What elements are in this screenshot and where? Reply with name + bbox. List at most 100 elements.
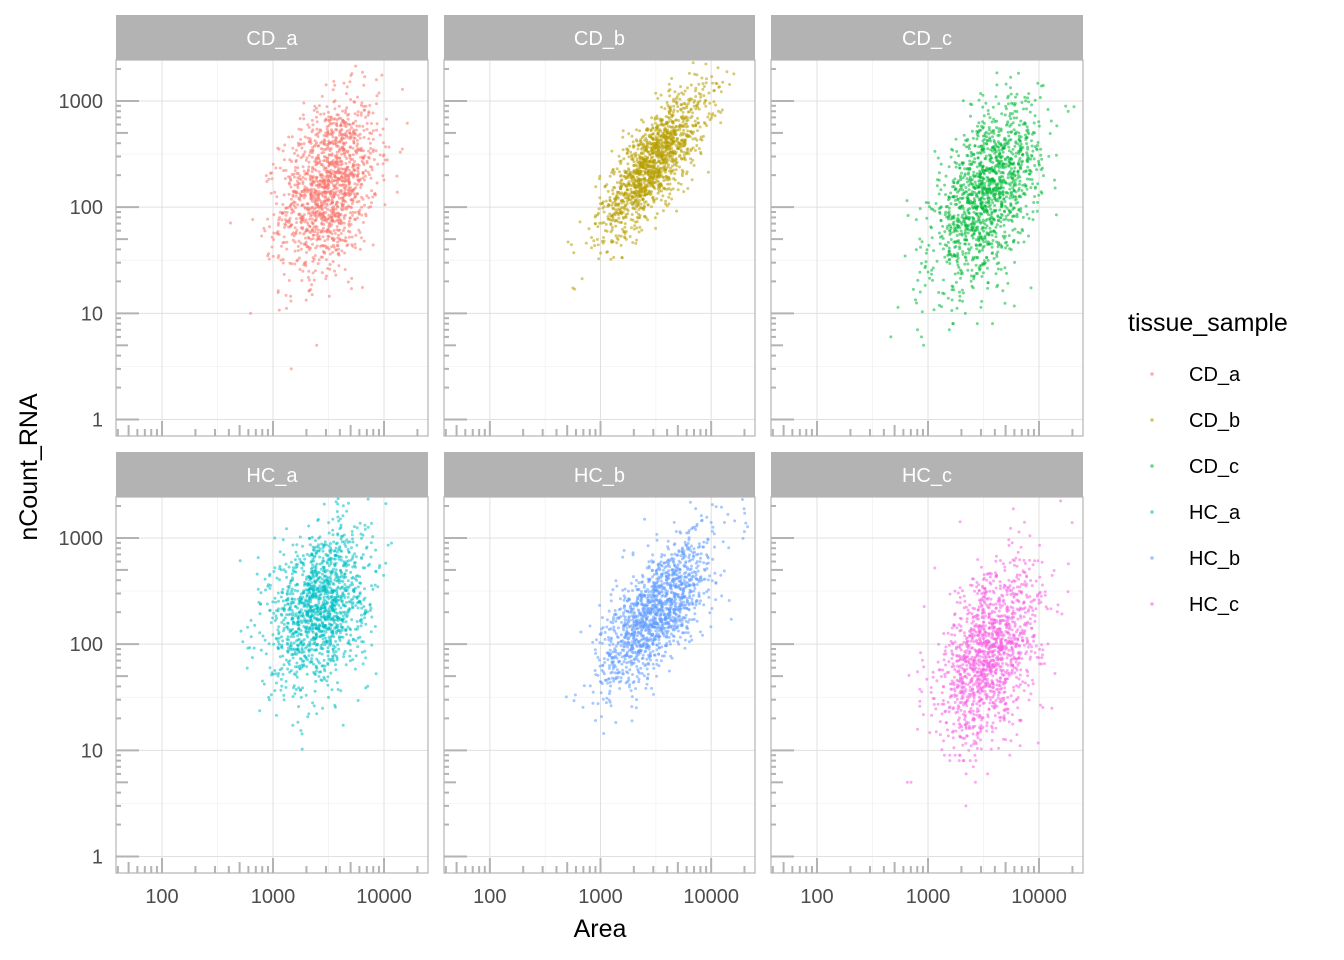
data-point bbox=[327, 141, 331, 145]
data-point bbox=[953, 188, 957, 192]
data-point bbox=[1015, 116, 1019, 120]
data-point bbox=[569, 243, 573, 247]
data-point bbox=[276, 291, 280, 295]
data-point bbox=[369, 555, 373, 559]
data-point bbox=[1033, 98, 1037, 102]
data-point bbox=[1003, 241, 1007, 245]
data-point bbox=[336, 205, 340, 208]
data-point bbox=[327, 695, 330, 699]
data-point bbox=[277, 625, 281, 629]
data-point bbox=[997, 102, 1001, 106]
data-point bbox=[704, 98, 708, 102]
data-point bbox=[320, 191, 324, 195]
data-point bbox=[296, 258, 300, 262]
data-point bbox=[674, 144, 678, 148]
data-point bbox=[668, 143, 672, 147]
data-point bbox=[295, 221, 299, 224]
data-point bbox=[637, 189, 640, 193]
data-point bbox=[316, 231, 320, 235]
data-point bbox=[339, 159, 343, 163]
data-point bbox=[283, 177, 287, 181]
data-point bbox=[343, 191, 347, 194]
data-point bbox=[960, 222, 964, 226]
data-point bbox=[693, 72, 697, 76]
data-point bbox=[310, 155, 314, 159]
data-point bbox=[342, 179, 346, 183]
data-point bbox=[655, 126, 659, 129]
data-point bbox=[349, 189, 353, 193]
data-point bbox=[335, 200, 339, 204]
data-point bbox=[286, 635, 290, 639]
data-point bbox=[662, 186, 665, 190]
data-point bbox=[626, 176, 630, 179]
data-point bbox=[699, 152, 703, 156]
data-point bbox=[348, 153, 351, 157]
data-point bbox=[686, 129, 690, 133]
data-point bbox=[625, 152, 629, 155]
data-point bbox=[685, 106, 689, 110]
data-point bbox=[366, 170, 370, 174]
data-point bbox=[313, 104, 317, 108]
data-point bbox=[978, 243, 982, 247]
data-point bbox=[952, 288, 956, 292]
data-point bbox=[331, 260, 335, 264]
data-point bbox=[969, 150, 973, 154]
data-point bbox=[691, 61, 695, 65]
data-point bbox=[949, 202, 953, 206]
data-point bbox=[992, 257, 996, 260]
data-point bbox=[608, 196, 612, 199]
data-point bbox=[273, 190, 277, 194]
data-point bbox=[617, 220, 620, 224]
data-point bbox=[282, 158, 286, 162]
data-point bbox=[315, 233, 319, 237]
data-point bbox=[626, 182, 630, 186]
data-point bbox=[696, 129, 699, 133]
data-point bbox=[283, 210, 287, 214]
data-point bbox=[940, 305, 943, 309]
data-point bbox=[676, 188, 680, 192]
data-point bbox=[918, 237, 922, 241]
data-point bbox=[1033, 186, 1037, 190]
data-point bbox=[971, 286, 975, 290]
data-point bbox=[1005, 271, 1008, 275]
data-point bbox=[637, 230, 641, 234]
data-point bbox=[991, 105, 995, 109]
data-point bbox=[716, 109, 720, 113]
data-point bbox=[619, 173, 623, 177]
data-point bbox=[606, 250, 609, 254]
data-point bbox=[950, 309, 954, 312]
data-point bbox=[679, 108, 683, 112]
data-point bbox=[992, 131, 996, 135]
data-point bbox=[332, 229, 336, 233]
data-point bbox=[963, 262, 967, 266]
data-point bbox=[992, 139, 996, 142]
data-point bbox=[615, 241, 619, 245]
data-point bbox=[1004, 191, 1008, 195]
data-point bbox=[656, 164, 660, 168]
data-point bbox=[296, 720, 300, 724]
data-point bbox=[362, 135, 366, 139]
data-point bbox=[304, 218, 308, 222]
data-point bbox=[638, 216, 642, 220]
data-point bbox=[719, 121, 723, 125]
data-point bbox=[628, 144, 632, 148]
data-point bbox=[1003, 230, 1007, 234]
data-point bbox=[1012, 169, 1016, 173]
data-point bbox=[981, 93, 985, 97]
data-point bbox=[401, 87, 404, 91]
data-point bbox=[679, 139, 683, 143]
data-point bbox=[350, 235, 354, 239]
data-point bbox=[975, 192, 978, 196]
data-point bbox=[659, 162, 663, 165]
data-point bbox=[313, 190, 317, 194]
data-point bbox=[334, 203, 338, 207]
data-point bbox=[350, 287, 353, 291]
data-point bbox=[683, 140, 687, 144]
data-point bbox=[941, 291, 945, 295]
data-point bbox=[1001, 175, 1005, 179]
data-point bbox=[338, 177, 341, 181]
data-point bbox=[580, 277, 584, 281]
data-point bbox=[994, 172, 998, 175]
data-point bbox=[296, 154, 300, 158]
data-point bbox=[317, 104, 321, 108]
